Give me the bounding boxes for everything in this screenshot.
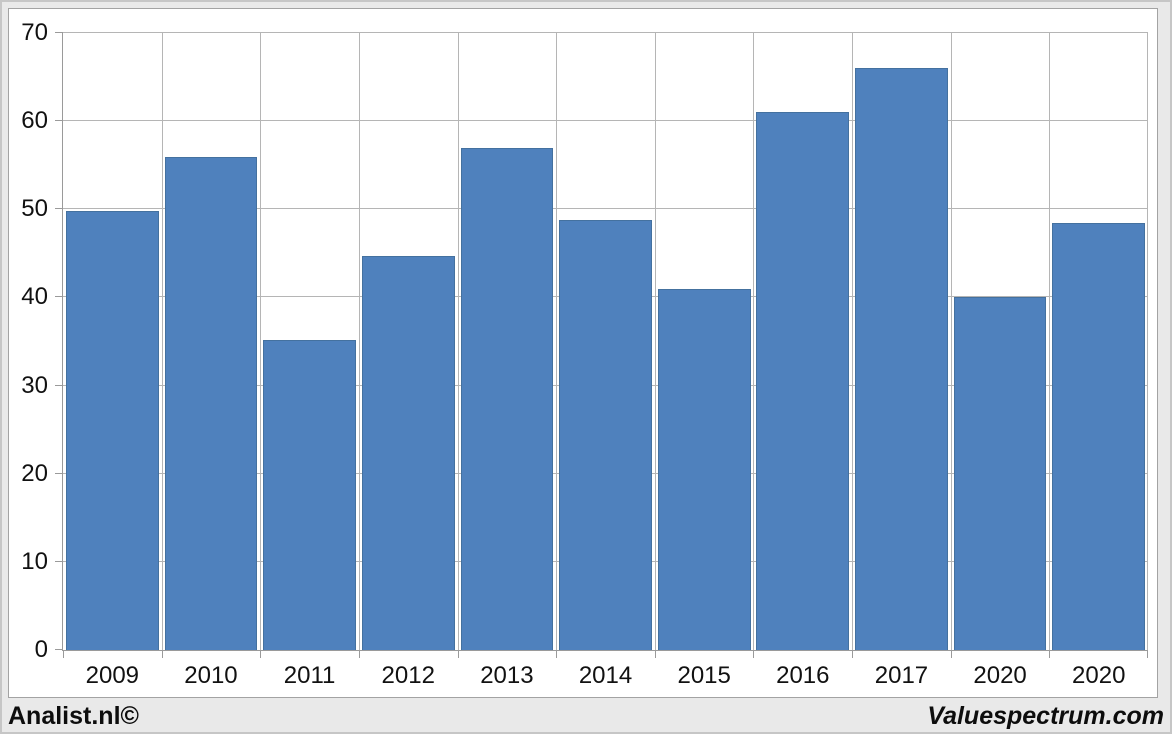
plot-area: 0 10 20 30 40 50 60 70 2009 2010 2011 2012 2013 2014 2… <box>21 21 1148 689</box>
bar-2016 <box>756 112 850 650</box>
x-tick-label: 2014 <box>578 662 633 689</box>
bar-series <box>63 33 1148 650</box>
y-axis-tick <box>55 120 63 122</box>
x-tick-label: 2010 <box>184 662 238 689</box>
x-tick-label: 2009 <box>85 662 140 689</box>
y-axis-tick <box>55 472 63 474</box>
x-axis-tick <box>852 650 854 658</box>
x-axis-tick <box>1147 650 1148 658</box>
gridline-vertical <box>1049 33 1051 650</box>
bar-2011 <box>263 339 356 650</box>
bar-column <box>655 33 754 650</box>
bar-2020 <box>953 296 1047 650</box>
y-tick-label: 10 <box>21 547 48 575</box>
bar-2017 <box>855 68 948 650</box>
x-axis-tick <box>1049 650 1051 658</box>
y-axis-tick <box>55 649 63 650</box>
x-axis-tick <box>556 650 558 658</box>
bar-2009 <box>65 211 159 650</box>
y-axis-tick <box>55 208 63 210</box>
x-axis-tick <box>161 650 163 658</box>
x-axis-tick <box>63 650 64 658</box>
gridline-vertical <box>260 33 262 650</box>
bar-column <box>260 33 359 650</box>
y-axis-tick <box>55 384 63 386</box>
gridline-vertical <box>753 33 755 650</box>
x-tick-label: 2015 <box>677 662 731 689</box>
x-tick-label: 2020 <box>1072 662 1126 689</box>
y-tick-label: 40 <box>21 283 48 311</box>
x-axis-tick <box>753 650 755 658</box>
x-tick-label: 2016 <box>776 662 830 689</box>
y-tick-label: 20 <box>21 459 48 487</box>
bar-2010 <box>164 157 258 650</box>
gridline-vertical <box>358 33 360 650</box>
bar-2012 <box>361 256 455 650</box>
x-axis-tick <box>654 650 656 658</box>
x-tick-label: 2011 <box>283 662 336 689</box>
y-tick-label: 70 <box>21 19 48 46</box>
chart-panel: 0 10 20 30 40 50 60 70 2009 2010 2011 2012 2013 2014 2… <box>8 8 1158 698</box>
bar-column <box>753 33 852 650</box>
bar-column <box>162 33 261 650</box>
bar-column <box>852 33 951 650</box>
brand-analist: Analist.nl© <box>8 701 139 730</box>
footer-bar: Analist.nl© Valuespectrum.com <box>0 700 1172 734</box>
gridline-horizontal <box>63 32 1148 33</box>
y-tick-label: 50 <box>21 195 48 223</box>
bar-column <box>359 33 458 650</box>
x-tick-label: 2020 <box>973 662 1027 689</box>
gridline-vertical <box>852 33 854 650</box>
gridline-vertical <box>457 33 459 650</box>
y-axis-tick <box>55 296 63 298</box>
gridline-vertical <box>950 33 952 650</box>
bar-2014 <box>559 219 652 650</box>
bar-2015 <box>657 288 751 650</box>
y-axis-tick <box>55 560 63 562</box>
gridline-vertical <box>1147 33 1148 650</box>
bar-column <box>458 33 557 650</box>
y-tick-label: 30 <box>21 371 48 399</box>
x-axis-labels: 2009 2010 2011 2012 2013 2014 2015 2016 2017 2020… <box>63 662 1148 690</box>
y-axis-tick <box>55 32 63 33</box>
bar-column <box>1049 33 1148 650</box>
bar-column <box>63 33 162 650</box>
bar-2013 <box>460 148 554 650</box>
gridline-horizontal <box>63 208 1148 210</box>
gridline-vertical <box>556 33 558 650</box>
x-tick-label: 2013 <box>480 662 534 689</box>
x-axis-tick <box>950 650 952 658</box>
x-axis-tick <box>457 650 459 658</box>
gridline-vertical <box>161 33 163 650</box>
x-axis-tick <box>260 650 262 658</box>
y-tick-label: 60 <box>21 107 48 135</box>
gridline-vertical <box>654 33 656 650</box>
brand-valuespectrum: Valuespectrum.com <box>927 701 1164 730</box>
bar-column <box>951 33 1050 650</box>
x-axis-tick <box>358 650 360 658</box>
bar-2020 <box>1052 223 1146 650</box>
bar-column <box>556 33 655 650</box>
y-tick-label: 0 <box>34 636 48 663</box>
x-tick-label: 2017 <box>874 662 929 689</box>
gridline-horizontal <box>63 120 1148 122</box>
x-tick-label: 2012 <box>381 662 435 689</box>
